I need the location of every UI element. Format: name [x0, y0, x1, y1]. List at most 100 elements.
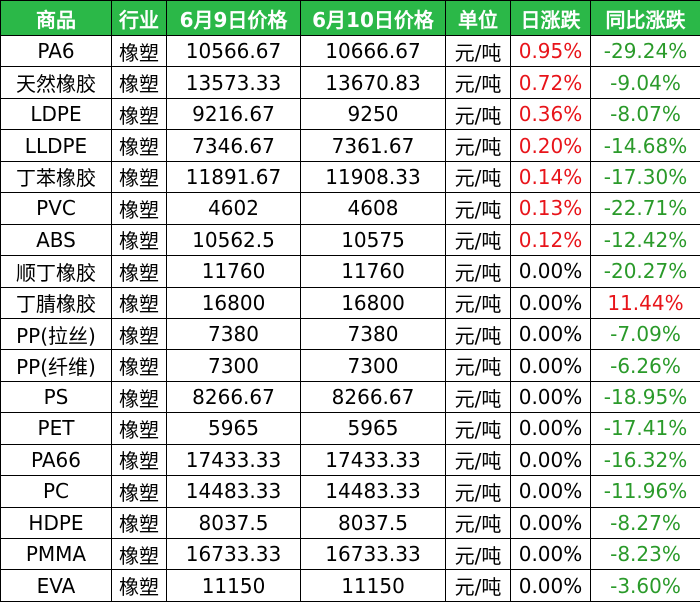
table-cell: 橡塑	[111, 129, 167, 162]
header-cell: 行业	[111, 0, 167, 36]
table-cell: 丁苯橡胶	[0, 160, 112, 194]
table-row: 丁苯橡胶 橡塑 11891.67 11908.33 元/吨 0.14% -17.30%	[0, 160, 700, 194]
table-row: PS 橡塑 8266.67 8266.67 元/吨 0.00% -18.95%	[0, 380, 700, 414]
table-cell: 元/吨	[445, 537, 511, 571]
table-cell: 元/吨	[445, 286, 511, 319]
table-cell: 元/吨	[445, 475, 511, 508]
table-cell: PP(纤维)	[0, 349, 112, 382]
table-cell: 14483.33	[166, 475, 301, 508]
table-cell: 8037.5	[300, 506, 446, 540]
table-cell: 16733.33	[300, 537, 446, 571]
table-cell: 元/吨	[445, 255, 511, 288]
table-cell: -8.27%	[590, 506, 700, 540]
table-cell: 元/吨	[445, 223, 511, 257]
table-cell: -29.24%	[590, 34, 700, 68]
table-cell: 0.00%	[510, 349, 591, 382]
table-cell: 元/吨	[445, 380, 511, 414]
table-cell: 0.00%	[510, 569, 591, 602]
table-cell: HDPE	[0, 506, 112, 540]
table-cell: -8.07%	[590, 97, 700, 131]
table-cell: EVA	[0, 569, 112, 602]
table-row: EVA 橡塑 11150 11150 元/吨 0.00% -3.60%	[0, 569, 700, 602]
table-cell: 4608	[300, 192, 446, 225]
table-cell: 橡塑	[111, 223, 167, 257]
table-cell: 橡塑	[111, 475, 167, 508]
table-cell: 17433.33	[300, 443, 446, 477]
table-cell: 7300	[166, 349, 301, 382]
table-cell: 0.12%	[510, 223, 591, 257]
table-cell: 0.00%	[510, 286, 591, 319]
table-cell: -17.41%	[590, 412, 700, 445]
table-cell: -22.71%	[590, 192, 700, 225]
table-cell: 0.95%	[510, 34, 591, 68]
table-cell: 13573.33	[166, 66, 301, 99]
table-cell: 8037.5	[166, 506, 301, 540]
table-cell: PP(拉丝)	[0, 317, 112, 351]
table-cell: 元/吨	[445, 97, 511, 131]
table-cell: 橡塑	[111, 569, 167, 602]
table-cell: 5965	[300, 412, 446, 445]
table-cell: 0.00%	[510, 443, 591, 477]
table-cell: 元/吨	[445, 317, 511, 351]
table-cell: 0.00%	[510, 255, 591, 288]
table-cell: 橡塑	[111, 537, 167, 571]
table-cell: 丁腈橡胶	[0, 286, 112, 319]
table-row: 顺丁橡胶 橡塑 11760 11760 元/吨 0.00% -20.27%	[0, 255, 700, 288]
table-cell: 元/吨	[445, 34, 511, 68]
table-cell: 16800	[300, 286, 446, 319]
table-cell: ABS	[0, 223, 112, 257]
table-row: HDPE 橡塑 8037.5 8037.5 元/吨 0.00% -8.27%	[0, 506, 700, 540]
table-cell: 0.00%	[510, 380, 591, 414]
table-cell: 13670.83	[300, 66, 446, 99]
table-cell: PS	[0, 380, 112, 414]
table-cell: 0.36%	[510, 97, 591, 131]
table-row: PP(纤维) 橡塑 7300 7300 元/吨 0.00% -6.26%	[0, 349, 700, 382]
table-cell: 10562.5	[166, 223, 301, 257]
table-cell: 0.00%	[510, 317, 591, 351]
table-cell: 7380	[166, 317, 301, 351]
table-cell: 17433.33	[166, 443, 301, 477]
table-cell: 0.00%	[510, 475, 591, 508]
table-cell: PA6	[0, 34, 112, 68]
table-cell: 11150	[300, 569, 446, 602]
table-cell: 11908.33	[300, 160, 446, 194]
table-cell: 元/吨	[445, 412, 511, 445]
table-cell: 11.44%	[590, 286, 700, 319]
table-cell: 7380	[300, 317, 446, 351]
table-row: PET 橡塑 5965 5965 元/吨 0.00% -17.41%	[0, 412, 700, 445]
table-cell: -9.04%	[590, 66, 700, 99]
header-cell: 6月9日价格	[166, 0, 301, 36]
table-row: PC 橡塑 14483.33 14483.33 元/吨 0.00% -11.96%	[0, 475, 700, 508]
table-cell: 橡塑	[111, 34, 167, 68]
table-cell: 元/吨	[445, 192, 511, 225]
table-cell: 橡塑	[111, 443, 167, 477]
header-cell: 同比涨跌	[590, 0, 700, 36]
table-cell: -7.09%	[590, 317, 700, 351]
table-cell: PC	[0, 475, 112, 508]
table-cell: 0.13%	[510, 192, 591, 225]
table-cell: 11891.67	[166, 160, 301, 194]
header-cell: 单位	[445, 0, 511, 36]
table-cell: 10575	[300, 223, 446, 257]
table-cell: -17.30%	[590, 160, 700, 194]
table-cell: 8266.67	[300, 380, 446, 414]
table-cell: -11.96%	[590, 475, 700, 508]
table-row: PMMA 橡塑 16733.33 16733.33 元/吨 0.00% -8.23%	[0, 537, 700, 571]
table-cell: 0.20%	[510, 129, 591, 162]
table-row: LLDPE 橡塑 7346.67 7361.67 元/吨 0.20% -14.68%	[0, 129, 700, 162]
header-cell: 商品	[0, 0, 112, 36]
table-row: PP(拉丝) 橡塑 7380 7380 元/吨 0.00% -7.09%	[0, 317, 700, 351]
table-cell: -12.42%	[590, 223, 700, 257]
table-cell: 0.14%	[510, 160, 591, 194]
table-cell: PVC	[0, 192, 112, 225]
table-cell: LLDPE	[0, 129, 112, 162]
table-cell: 8266.67	[166, 380, 301, 414]
table-cell: 橡塑	[111, 97, 167, 131]
header-row: 商品 行业 6月9日价格 6月10日价格 单位 日涨跌 同比涨跌	[0, 0, 700, 36]
table-cell: 5965	[166, 412, 301, 445]
table-cell: 橡塑	[111, 255, 167, 288]
table-cell: 顺丁橡胶	[0, 255, 112, 288]
header-cell: 日涨跌	[510, 0, 591, 36]
table-cell: 16733.33	[166, 537, 301, 571]
